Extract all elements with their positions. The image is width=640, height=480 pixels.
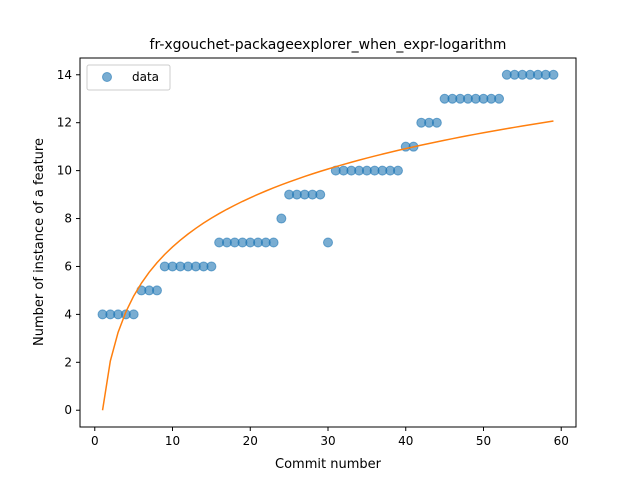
data-point — [268, 237, 279, 248]
fit-line — [101, 120, 554, 411]
legend-label: data — [132, 70, 159, 84]
data-point — [392, 165, 403, 176]
data-point — [276, 213, 287, 224]
legend-box — [86, 64, 171, 91]
y-tick-label: 4 — [64, 307, 72, 321]
x-tick-label: 50 — [476, 434, 491, 448]
chart-title: fr-xgouchet-packageexplorer_when_expr-lo… — [150, 37, 507, 53]
y-tick-label: 12 — [57, 116, 72, 130]
data-point — [494, 93, 505, 104]
data-point — [431, 117, 442, 128]
x-tick-label: 60 — [554, 434, 569, 448]
y-axis-label: Number of instance of a feature — [32, 138, 47, 346]
x-axis-label: Commit number — [275, 457, 382, 472]
x-tick-label: 30 — [320, 434, 335, 448]
y-tick-label: 0 — [64, 403, 72, 417]
legend-marker — [102, 72, 112, 82]
x-tick-label: 40 — [398, 434, 413, 448]
x-tick-label: 10 — [165, 434, 180, 448]
y-tick-label: 6 — [64, 259, 72, 273]
data-point — [323, 237, 333, 248]
y-tick-label: 8 — [64, 212, 72, 226]
y-tick-label: 2 — [64, 355, 72, 369]
data-point — [128, 309, 139, 320]
y-tick-label: 14 — [57, 68, 72, 82]
x-tick-label: 20 — [243, 434, 258, 448]
data-point — [151, 285, 162, 296]
data-point — [206, 261, 217, 272]
data-point — [548, 69, 559, 80]
x-tick-label: 0 — [91, 434, 99, 448]
data-point — [315, 189, 326, 200]
y-tick-label: 10 — [57, 164, 72, 178]
legend: data — [86, 64, 171, 91]
